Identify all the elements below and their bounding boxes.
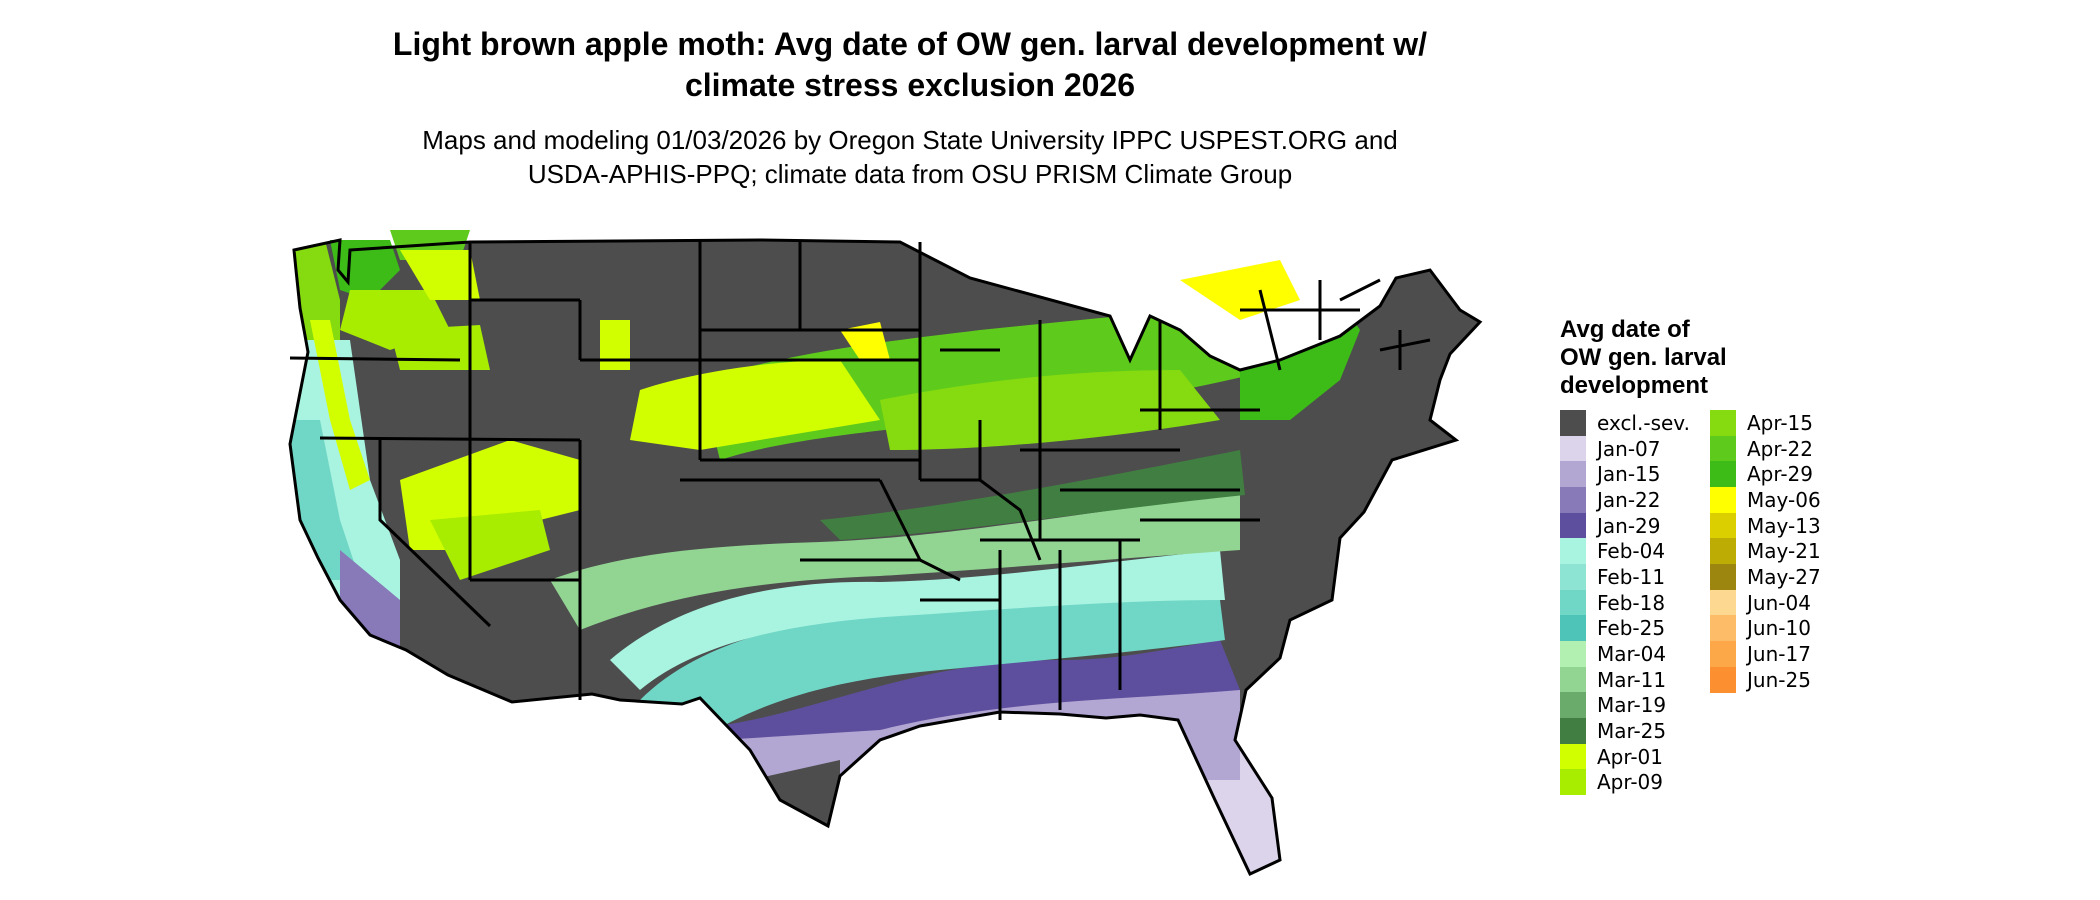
legend-label: Apr-22 (1747, 436, 1813, 461)
legend-swatch (1710, 641, 1736, 668)
legend-label: Feb-25 (1597, 616, 1666, 641)
legend-swatch (1560, 692, 1586, 719)
legend-label: Apr-01 (1597, 744, 1663, 769)
legend-swatch (1710, 666, 1736, 693)
legend-swatch (1560, 461, 1586, 488)
legend-item: Jan-15 (1560, 461, 1690, 488)
legend-title: Avg date of OW gen. larval development (1560, 316, 1727, 400)
legend-item: Mar-25 (1560, 718, 1690, 745)
legend-item: Apr-15 (1710, 409, 1821, 436)
legend-item: Jan-07 (1560, 435, 1690, 462)
legend-label: Mar-19 (1597, 693, 1667, 718)
legend-label: Mar-25 (1597, 719, 1667, 744)
legend-label: Feb-18 (1597, 590, 1666, 615)
legend-item: Mar-19 (1560, 692, 1690, 719)
legend-swatch (1560, 641, 1586, 668)
legend-swatch (1560, 743, 1586, 770)
legend-item: May-27 (1710, 563, 1821, 590)
legend-item: Jun-10 (1710, 615, 1821, 642)
map-title: Light brown apple moth: Avg date of OW g… (300, 24, 1520, 106)
legend-item: Apr-09 (1560, 769, 1690, 796)
legend-item: Jan-29 (1560, 512, 1690, 539)
legend-swatch (1710, 409, 1736, 436)
legend-item: Feb-18 (1560, 589, 1690, 616)
legend-swatch (1560, 615, 1586, 642)
legend-swatch (1560, 769, 1586, 796)
legend-swatch (1710, 538, 1736, 565)
legend-swatch (1560, 538, 1586, 565)
legend-item: Mar-04 (1560, 641, 1690, 668)
legend-item: Jan-22 (1560, 486, 1690, 513)
legend-label: May-21 (1747, 539, 1821, 564)
legend-swatch (1560, 435, 1586, 462)
legend-label: May-27 (1747, 564, 1821, 589)
map-subtitle: Maps and modeling 01/03/2026 by Oregon S… (300, 123, 1520, 191)
legend-title-line-2: OW gen. larval (1560, 344, 1727, 371)
legend-swatch (1710, 589, 1736, 616)
legend-item: Apr-22 (1710, 435, 1821, 462)
legend-label: Jan-29 (1597, 513, 1661, 538)
legend-label: Feb-04 (1597, 539, 1666, 564)
legend-swatch (1560, 512, 1586, 539)
legend-swatch (1710, 461, 1736, 488)
legend-swatch (1710, 563, 1736, 590)
legend-item: excl.-sev. (1560, 409, 1690, 436)
legend-swatch (1560, 718, 1586, 745)
us-map (288, 230, 1482, 876)
legend-swatch (1710, 615, 1736, 642)
legend-label: May-13 (1747, 513, 1821, 538)
legend-item: May-21 (1710, 538, 1821, 565)
legend-label: Jan-07 (1597, 436, 1661, 461)
legend-title-line-3: development (1560, 372, 1709, 399)
legend-swatch (1710, 512, 1736, 539)
map-subtitle-line-2: USDA-APHIS-PPQ; climate data from OSU PR… (527, 159, 1293, 189)
map-title-line-1: Light brown apple moth: Avg date of OW g… (392, 26, 1428, 62)
legend-column-1: excl.-sev. Jan-07 Jan-15 Jan-22 Jan-29 Feb-04… (1560, 409, 1690, 796)
legend-label: Mar-04 (1597, 642, 1667, 667)
legend-swatch (1560, 666, 1586, 693)
legend-swatch (1710, 435, 1736, 462)
legend-title-line-1: Avg date of (1560, 316, 1690, 343)
legend-column-2: Apr-15 Apr-22 Apr-29 May-06 May-13 May-21 May-… (1710, 409, 1821, 693)
legend-label: Feb-11 (1597, 564, 1666, 589)
map-subtitle-line-1: Maps and modeling 01/03/2026 by Oregon S… (422, 125, 1398, 155)
legend-item: May-13 (1710, 512, 1821, 539)
legend-label: excl.-sev. (1597, 410, 1690, 435)
legend-item: Feb-11 (1560, 563, 1690, 590)
legend-label: Jun-04 (1747, 590, 1811, 615)
legend-item: May-06 (1710, 486, 1821, 513)
legend-label: Mar-11 (1597, 667, 1667, 692)
legend-label: Apr-15 (1747, 410, 1813, 435)
legend-label: Jan-15 (1597, 462, 1661, 487)
legend-label: Jun-17 (1747, 642, 1811, 667)
legend-label: Apr-09 (1597, 770, 1663, 795)
legend-label: Apr-29 (1747, 462, 1813, 487)
map-title-line-2: climate stress exclusion 2026 (684, 67, 1136, 103)
legend-swatch (1710, 486, 1736, 513)
legend-item: Feb-04 (1560, 538, 1690, 565)
legend-label: Jan-22 (1597, 487, 1661, 512)
legend-swatch (1560, 589, 1586, 616)
legend-item: Jun-04 (1710, 589, 1821, 616)
legend-item: Feb-25 (1560, 615, 1690, 642)
legend-item: Jun-25 (1710, 666, 1821, 693)
legend-label: Jun-10 (1747, 616, 1811, 641)
legend-swatch (1560, 409, 1586, 436)
legend-swatch (1560, 563, 1586, 590)
legend-swatch (1560, 486, 1586, 513)
legend-item: Mar-11 (1560, 666, 1690, 693)
legend-label: May-06 (1747, 487, 1821, 512)
legend-item: Apr-29 (1710, 461, 1821, 488)
legend-label: Jun-25 (1747, 667, 1811, 692)
legend-item: Jun-17 (1710, 641, 1821, 668)
legend-item: Apr-01 (1560, 743, 1690, 770)
